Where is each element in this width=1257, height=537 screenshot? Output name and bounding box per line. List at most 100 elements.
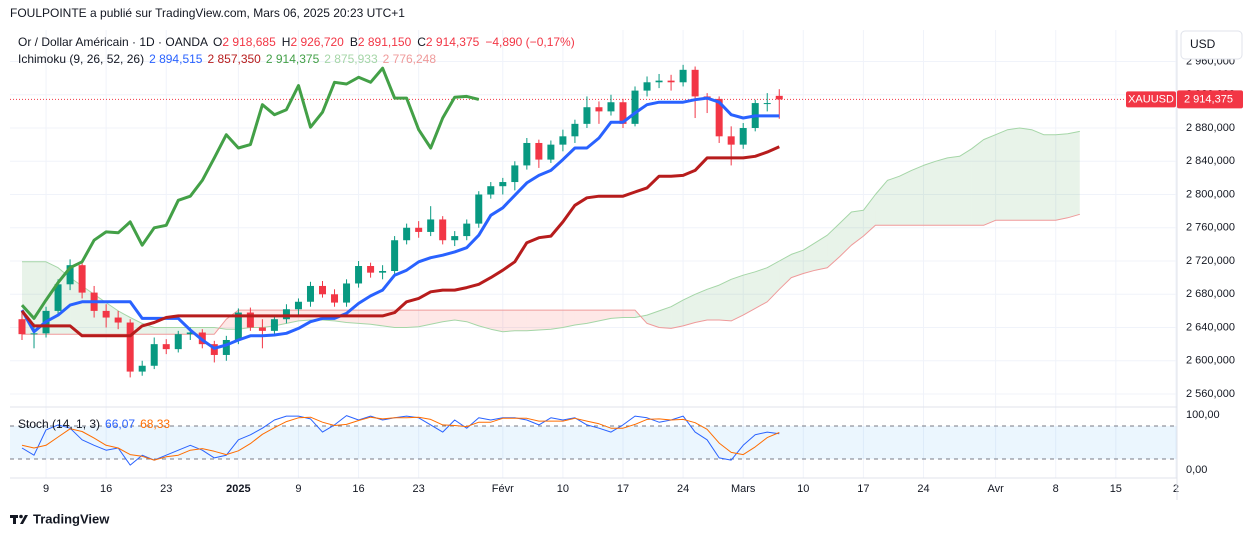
symbol-tag-bg (1126, 91, 1176, 108)
candle-body (679, 69, 687, 83)
candle-body (306, 285, 314, 302)
cloud-fill (490, 310, 503, 332)
x-tick-label: 17 (617, 483, 629, 495)
candle-body (451, 236, 459, 241)
cloud-fill (791, 250, 804, 278)
candle-body (138, 365, 146, 372)
candle-body (18, 319, 26, 335)
candle-body (463, 223, 471, 237)
indicator-value: 2 914,375 (265, 52, 320, 66)
currency-button[interactable] (1180, 30, 1243, 60)
cloud-fill (442, 310, 455, 322)
cloud-fill (911, 165, 924, 226)
cloud-fill (370, 310, 383, 326)
change: −4,890 (−0,17%) (485, 35, 575, 49)
candle-body (379, 270, 387, 273)
cloud-fill (586, 310, 599, 324)
y-tick-label: 2 680,000 (1186, 288, 1235, 300)
cloud-fill (839, 211, 852, 257)
x-tick-label: 15 (1110, 483, 1122, 495)
ichimoku-legend: Ichimoku (9, 26, 52, 26) 2 894,515 2 857,3… (18, 52, 441, 66)
cloud-fill (538, 310, 551, 331)
x-tick-label: 10 (557, 483, 569, 495)
indicator-value: 2 857,350 (207, 52, 261, 66)
cloud-fill (899, 170, 912, 226)
ohlc-key: B (349, 35, 358, 49)
x-tick-label: 2025 (226, 483, 250, 495)
stoch-value: 68,33 (140, 417, 171, 431)
cloud-fill (983, 134, 996, 226)
candle-body (475, 194, 483, 224)
stoch-line (21, 416, 780, 461)
ichimoku-span (22, 213, 1080, 335)
last-price-tag: 2 914,375 (1184, 93, 1233, 105)
cloud-fill (719, 279, 732, 321)
stoch-tick-label: 100,00 (1186, 409, 1220, 421)
x-tick-label: 9 (43, 483, 49, 495)
ohlc-value: 2 914,375 (425, 35, 480, 49)
cloud-fill (466, 310, 479, 326)
cloud-fill (418, 310, 431, 327)
candle-body (403, 227, 411, 241)
cloud-fill (683, 294, 696, 326)
candle-body (54, 284, 62, 311)
x-tick-label: 23 (413, 483, 425, 495)
cloud-fill (623, 310, 636, 318)
last-price-tag-bg (1177, 90, 1243, 109)
candle-body (78, 265, 86, 293)
y-tick-label: 2 640,000 (1186, 321, 1235, 333)
cloud-fill (610, 310, 623, 319)
cloud-fill (430, 310, 443, 325)
candle-body (523, 142, 531, 166)
cloud-fill (959, 148, 972, 226)
y-tick-label: 2 840,000 (1186, 155, 1235, 167)
x-tick-label: 24 (677, 483, 689, 495)
candle-body (391, 240, 399, 271)
x-tick-label: 16 (352, 483, 364, 495)
candle-body (667, 80, 675, 83)
y-tick-label: 2 880,000 (1186, 122, 1235, 134)
candle-body (186, 332, 194, 335)
cloud-fill (647, 310, 660, 328)
cloud-fill (803, 242, 816, 274)
cloud-fill (1031, 129, 1044, 221)
header: FOULPOINTE a publié sur TradingView.com,… (10, 6, 405, 20)
x-tick-label: Mars (731, 483, 756, 495)
cloud-fill (851, 210, 864, 246)
candle-body (559, 136, 567, 145)
cloud-fill (502, 310, 515, 332)
candle-body (355, 266, 363, 284)
cloud-fill (827, 223, 840, 268)
candle-body (763, 103, 771, 105)
cloud-fill (1055, 133, 1068, 221)
cloud-fill (1067, 131, 1080, 218)
cloud-fill (995, 129, 1008, 221)
candle-body (571, 123, 579, 137)
candle-body (595, 107, 603, 112)
x-tick-label: 17 (857, 483, 869, 495)
symbol-name: Or / Dollar Américain · 1D · OANDA (18, 35, 209, 49)
cloud-fill (743, 271, 756, 316)
cloud-fill (707, 285, 720, 321)
x-tick-label: Févr (492, 483, 514, 495)
y-tick-label: 2 760,000 (1186, 222, 1235, 234)
cloud-fill (947, 156, 960, 226)
stoch-line (21, 415, 780, 466)
cloud-fill (755, 267, 768, 309)
candle-body (547, 144, 555, 160)
candle-body (319, 285, 326, 295)
brand-logo (10, 514, 28, 524)
candle-body (294, 301, 302, 310)
candle-body (583, 107, 591, 124)
candle-body (270, 319, 278, 331)
cloud-fill (923, 161, 936, 226)
x-tick-label: 9 (295, 483, 301, 495)
indicator-value: 2 776,248 (382, 52, 437, 66)
cloud-fill (454, 310, 467, 322)
ohlc-key: O (213, 35, 223, 49)
cloud-fill (731, 275, 744, 321)
candle-body (775, 95, 783, 100)
stoch-pane (10, 415, 1177, 466)
